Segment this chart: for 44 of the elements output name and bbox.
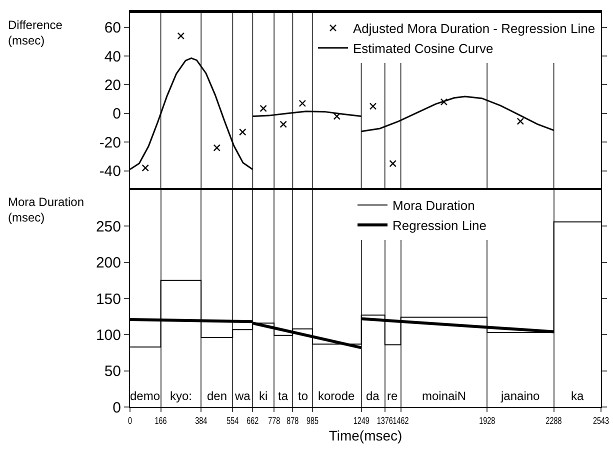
annotation: demo	[130, 389, 160, 403]
annotation: ka	[571, 389, 584, 403]
x-tick-label: 985	[306, 416, 324, 427]
y-tick-label: -40	[99, 163, 121, 180]
legend-label: Regression Line	[392, 218, 486, 233]
x-tick-label: 1462	[392, 416, 416, 427]
y-tick-label: 40	[104, 48, 121, 66]
y-tick-label: 60	[104, 20, 121, 37]
x-tick-label: 778	[268, 416, 285, 427]
x-tick-label: 2543	[593, 416, 613, 427]
annotation: to	[298, 389, 308, 403]
x-tick-label: 554	[226, 416, 244, 427]
annotation: re	[387, 389, 398, 403]
legend-label: Mora Duration	[392, 198, 475, 214]
x-tick-label: 2288	[546, 416, 568, 427]
legend-label: Adjusted Mora Duration - Regression Line	[353, 21, 596, 36]
y-tick-label: 20	[104, 76, 121, 94]
y-axis-title: Difference (msec)	[8, 18, 63, 48]
x-tick-label: 166	[154, 416, 172, 427]
y-tick-label: -20	[99, 134, 121, 152]
annotation: korode	[318, 389, 356, 403]
y-tick-label: 0	[112, 106, 121, 123]
x-axis-title: Time(msec)	[328, 427, 402, 444]
annotation: ki	[259, 389, 268, 403]
annotation: moinaiN	[422, 389, 466, 403]
annotation: ta	[278, 389, 288, 403]
annotation: kyo:	[170, 389, 192, 403]
annotation: wa	[234, 389, 251, 403]
x-tick-label: 1928	[479, 416, 502, 427]
y-tick-label: 100	[96, 326, 121, 344]
legend-label: Estimated Cosine Curve	[353, 40, 494, 56]
y-tick-label: 50	[104, 363, 121, 380]
annotation: den	[207, 389, 228, 403]
x-tick-label: 384	[195, 416, 212, 427]
annotation: da	[366, 389, 380, 403]
y-tick-label: 250	[96, 218, 121, 236]
x-tick-label: 878	[286, 416, 304, 427]
y-tick-label: 150	[96, 290, 121, 308]
annotation: janaino	[500, 389, 540, 403]
x-tick-label: 1249	[353, 416, 376, 427]
y-axis-title: Mora Duration (msec)	[8, 195, 84, 225]
y-tick-label: 200	[96, 254, 121, 272]
x-tick-label: 0	[128, 416, 134, 427]
x-tick-label: 662	[246, 416, 264, 427]
